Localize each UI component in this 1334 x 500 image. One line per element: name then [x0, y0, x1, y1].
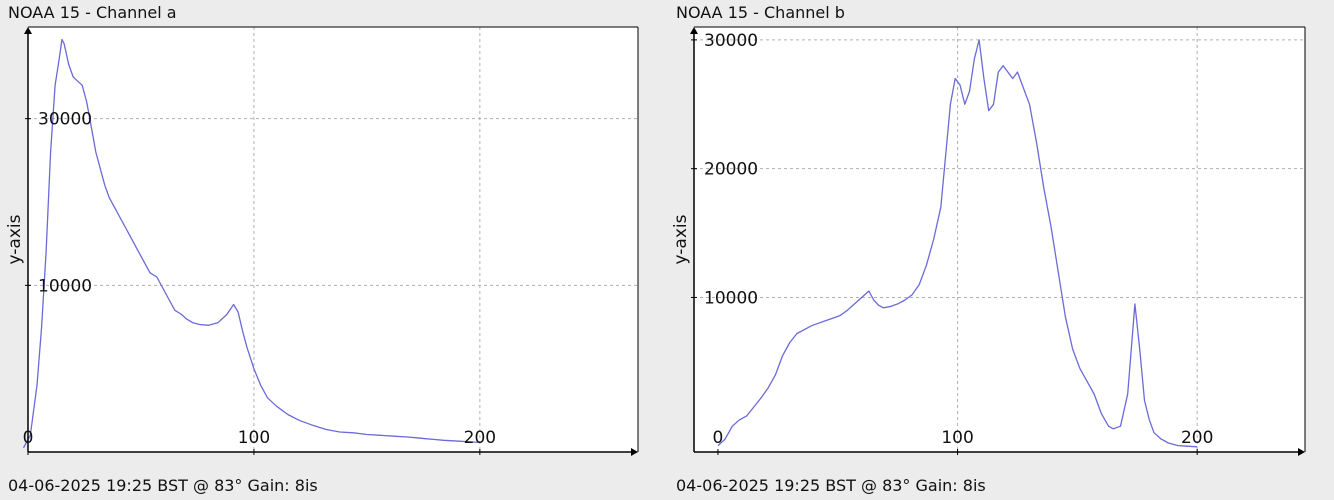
- chart-panel-a: NOAA 15 - Channel a 0 100 200 10000 30000 y-a…: [5, 3, 639, 495]
- x-axis-arrow: [1298, 448, 1305, 456]
- y-axis-arrow: [24, 27, 32, 34]
- x-tick-label: 0: [23, 428, 34, 448]
- plot-area: [28, 27, 638, 452]
- chart-title: NOAA 15 - Channel a: [8, 3, 177, 22]
- y-axis-label: y-axis: [671, 214, 691, 264]
- chart-footer: 04-06-2025 19:25 BST @ 83° Gain: 8is: [8, 476, 318, 495]
- chart-a-plot: 0 100 200 10000 30000 y-axis: [5, 26, 639, 456]
- y-axis-arrow: [690, 27, 698, 34]
- series-line: [717, 39, 1198, 448]
- chart-panel-b: NOAA 15 - Channel b 0 100 200 10000 20000 300…: [667, 0, 1334, 500]
- x-tick-label: 0: [713, 428, 724, 448]
- y-tick-label: 10000: [38, 276, 92, 296]
- x-tick-label: 200: [464, 428, 496, 448]
- x-tick-label: 200: [1181, 428, 1213, 448]
- chart-b-plot: 0 100 200 10000 20000 30000 y-axis: [671, 26, 1306, 456]
- x-tick-label: 100: [238, 428, 270, 448]
- chart-title: NOAA 15 - Channel b: [676, 3, 845, 22]
- y-tick-label: 20000: [704, 160, 758, 180]
- y-tick-label: 10000: [704, 288, 758, 308]
- plot-area: [694, 27, 1305, 452]
- series-line: [22, 38, 480, 449]
- chart-footer: 04-06-2025 19:25 BST @ 83° Gain: 8is: [676, 476, 986, 495]
- y-tick-label: 30000: [38, 110, 92, 130]
- x-tick-label: 100: [941, 428, 973, 448]
- x-axis-arrow: [631, 448, 638, 456]
- y-tick-label: 30000: [704, 31, 758, 51]
- y-axis-label: y-axis: [5, 214, 25, 264]
